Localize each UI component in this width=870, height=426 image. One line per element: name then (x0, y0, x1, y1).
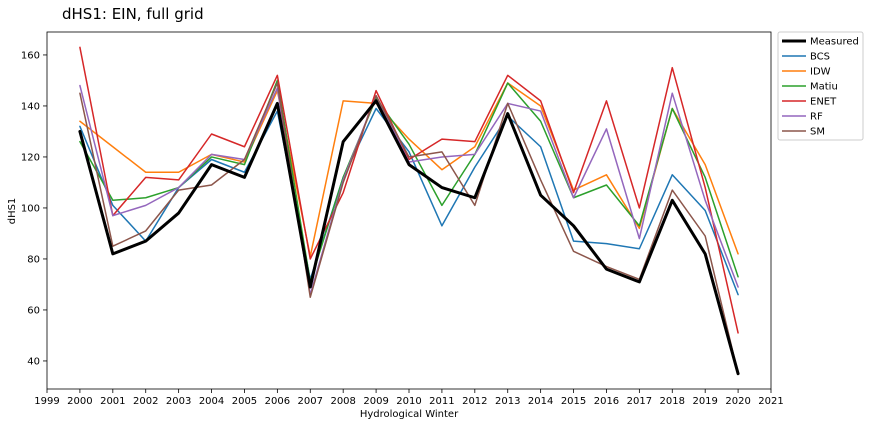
y-tick-label: 80 (27, 254, 40, 265)
x-tick-label: 2016 (594, 396, 619, 407)
y-axis: 40 60 80 100 120 140 160 (21, 50, 47, 367)
series-line-bcs (79, 107, 739, 296)
y-tick-label: 140 (21, 101, 40, 112)
legend-frame (777, 31, 864, 141)
x-tick-label: 2010 (396, 396, 421, 407)
x-axis: 1999 2000 2001 2002 2003 2004 2005 2006 2007 2008… (34, 389, 784, 407)
x-tick-label: 2019 (692, 396, 717, 407)
y-axis-label: dHS1 (7, 198, 18, 225)
x-tick-label: 2007 (298, 396, 323, 407)
x-tick-label: 2018 (660, 396, 685, 407)
legend-label-idw: IDW (810, 67, 831, 78)
series-layer (78, 46, 740, 376)
series-line-measured (78, 99, 740, 376)
legend-label-matiu: Matiu (810, 82, 838, 93)
x-tick-label: 2020 (725, 396, 750, 407)
x-tick-label: 2017 (627, 396, 652, 407)
x-tick-label: 2003 (166, 396, 191, 407)
x-tick-label: 2006 (265, 396, 290, 407)
x-tick-label: 2009 (363, 396, 388, 407)
x-tick-label: 2014 (528, 396, 553, 407)
x-tick-label: 2012 (462, 396, 487, 407)
x-tick-label: 2000 (67, 396, 92, 407)
series-line-matiu (79, 79, 739, 283)
legend-label-measured: Measured (810, 37, 859, 48)
x-axis-label: Hydrological Winter (360, 409, 459, 420)
x-tick-label: 2013 (495, 396, 520, 407)
x-tick-label: 2004 (199, 396, 224, 407)
x-tick-label: 2008 (330, 396, 355, 407)
legend-label-sm: SM (810, 127, 825, 138)
x-tick-label: 2015 (561, 396, 586, 407)
y-tick-label: 40 (27, 356, 40, 367)
x-tick-label: 2001 (100, 396, 125, 407)
series-line-idw (79, 82, 739, 258)
plot-frame (46, 31, 772, 390)
chart-title: dHS1: EIN, full grid (62, 5, 204, 23)
series-line-enet (79, 46, 739, 334)
x-tick-label: 2011 (429, 396, 454, 407)
y-tick-label: 160 (21, 50, 40, 61)
legend: Measured BCS IDW Matiu ENET RF SM (777, 31, 864, 141)
x-tick-label: 2021 (758, 396, 783, 407)
legend-label-bcs: BCS (810, 52, 830, 63)
legend-label-enet: ENET (810, 97, 837, 108)
x-tick-label: 2002 (133, 396, 158, 407)
x-tick-label: 1999 (34, 396, 59, 407)
legend-label-rf: RF (810, 112, 823, 123)
series-line-sm (79, 82, 739, 375)
y-tick-label: 120 (21, 152, 40, 163)
y-tick-label: 100 (21, 203, 40, 214)
x-tick-label: 2005 (232, 396, 257, 407)
y-tick-label: 60 (27, 305, 40, 316)
